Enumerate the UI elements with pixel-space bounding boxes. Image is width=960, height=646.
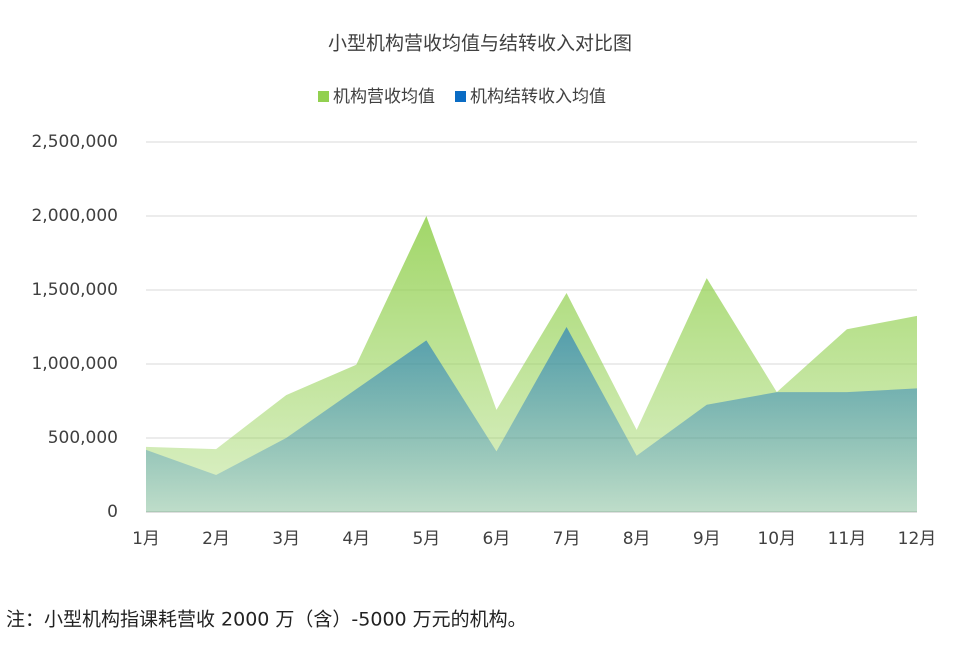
x-tick-label: 2月: [202, 529, 230, 549]
y-tick-label: 2,000,000: [31, 206, 118, 226]
y-tick-label: 500,000: [48, 428, 118, 448]
legend-swatch: [455, 91, 466, 102]
x-tick-label: 7月: [553, 529, 581, 549]
legend-swatch: [318, 91, 329, 102]
y-tick-label: 2,500,000: [31, 132, 118, 152]
x-tick-label: 11月: [828, 529, 867, 549]
x-tick-label: 4月: [342, 529, 370, 549]
chart-title: 小型机构营收均值与结转收入对比图: [328, 33, 632, 55]
legend-label: 机构结转收入均值: [470, 87, 606, 107]
note: 注：小型机构指课耗营收 2000 万（含）-5000 万元的机构。: [6, 609, 527, 631]
x-tick-label: 8月: [623, 529, 651, 549]
x-tick-label: 10月: [757, 529, 796, 549]
x-tick-label: 12月: [898, 529, 937, 549]
area: [146, 327, 917, 512]
y-tick-label: 0: [107, 502, 118, 522]
y-tick-label: 1,000,000: [31, 354, 118, 374]
y-tick-label: 1,500,000: [31, 280, 118, 300]
legend-label: 机构营收均值: [333, 87, 435, 107]
x-tick-label: 5月: [412, 529, 440, 549]
x-tick-label: 9月: [693, 529, 721, 549]
x-tick-label: 6月: [483, 529, 511, 549]
x-tick-label: 1月: [132, 529, 160, 549]
x-tick-label: 3月: [272, 529, 300, 549]
